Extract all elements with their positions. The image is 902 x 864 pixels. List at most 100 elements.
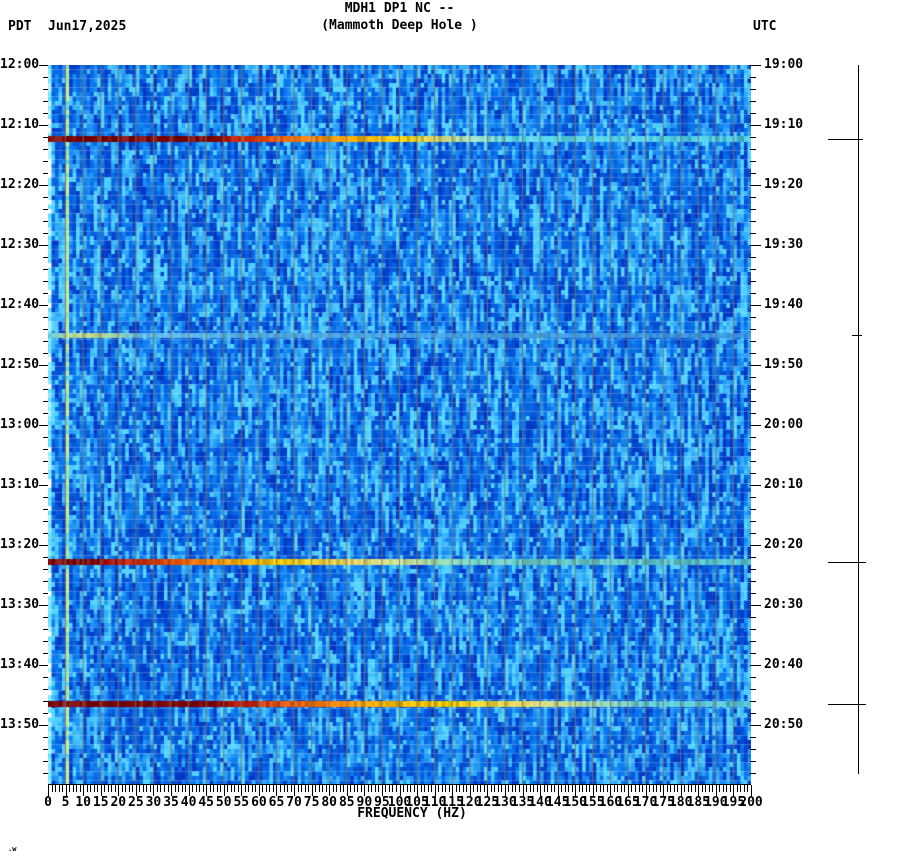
tick xyxy=(43,689,48,690)
tick xyxy=(181,785,183,792)
tick xyxy=(378,785,380,792)
tick xyxy=(750,761,756,762)
tick xyxy=(43,677,48,678)
freq-tick-label: 195 xyxy=(721,795,746,810)
tick xyxy=(199,785,201,792)
tick xyxy=(234,785,236,792)
tick xyxy=(750,581,756,582)
tick xyxy=(455,785,457,792)
tick xyxy=(65,785,67,796)
tick xyxy=(43,437,48,438)
tick xyxy=(582,785,584,792)
tick xyxy=(490,785,492,792)
tick xyxy=(213,785,215,792)
tick xyxy=(227,785,229,792)
tick xyxy=(750,221,756,222)
tick xyxy=(43,737,48,738)
tick xyxy=(750,329,756,330)
tick xyxy=(43,161,48,162)
tick xyxy=(43,461,48,462)
tick xyxy=(750,305,761,306)
tick xyxy=(750,629,756,630)
tick xyxy=(750,437,756,438)
tick xyxy=(237,785,239,792)
tick xyxy=(750,269,756,270)
tick xyxy=(750,557,756,558)
tick xyxy=(43,329,48,330)
freq-tick-label: 175 xyxy=(651,795,675,810)
tick xyxy=(244,785,246,792)
freq-tick-label: 100 xyxy=(387,795,412,810)
freq-tick-label: 0 xyxy=(44,795,52,810)
tick xyxy=(128,785,130,792)
tick xyxy=(399,785,401,796)
time-label-left: 13:50 xyxy=(0,717,40,732)
tick xyxy=(494,785,496,792)
freq-tick-label: 95 xyxy=(374,795,390,810)
tick xyxy=(515,785,517,792)
tick xyxy=(43,617,48,618)
freq-tick-label: 35 xyxy=(163,795,179,810)
tick xyxy=(571,785,573,792)
freq-tick-label: 135 xyxy=(510,795,535,810)
tick xyxy=(750,617,756,618)
tick xyxy=(410,785,412,792)
tick xyxy=(301,785,303,792)
freq-tick-label: 50 xyxy=(215,795,232,810)
tick xyxy=(100,785,102,796)
tick xyxy=(750,509,756,510)
freq-tick-label: 115 xyxy=(440,795,464,810)
tick xyxy=(43,209,48,210)
tick xyxy=(750,65,761,66)
freq-tick-label: 155 xyxy=(581,795,605,810)
tick xyxy=(258,785,260,796)
tick xyxy=(360,785,362,792)
tick xyxy=(540,785,542,796)
tick xyxy=(420,785,422,792)
tick xyxy=(750,689,756,690)
tick xyxy=(339,785,341,792)
tick xyxy=(722,785,724,792)
tick xyxy=(58,785,60,792)
tick xyxy=(726,785,728,792)
tick xyxy=(374,785,376,792)
tick xyxy=(43,761,48,762)
chart-title: MDH1 DP1 NC -- xyxy=(344,1,455,16)
tick xyxy=(39,65,48,66)
freq-tick-label: 160 xyxy=(598,795,623,810)
tick xyxy=(192,785,194,792)
tick xyxy=(43,377,48,378)
tick xyxy=(438,785,440,792)
tick xyxy=(750,365,761,366)
tick xyxy=(750,605,761,606)
tick xyxy=(43,653,48,654)
tick xyxy=(297,785,299,792)
tick xyxy=(750,725,761,726)
tick xyxy=(43,137,48,138)
tick xyxy=(43,533,48,534)
tick xyxy=(294,785,296,796)
tick xyxy=(125,785,127,792)
tick xyxy=(729,785,731,792)
tick xyxy=(715,785,717,796)
tick xyxy=(750,701,756,702)
tick xyxy=(43,497,48,498)
tick xyxy=(750,413,756,414)
tick xyxy=(554,785,556,792)
tick xyxy=(666,785,668,792)
freq-tick-label: 70 xyxy=(286,795,302,810)
tick xyxy=(519,785,520,792)
freq-tick-label: 145 xyxy=(545,795,570,810)
tick xyxy=(43,221,48,222)
freq-tick-label: 30 xyxy=(145,795,162,810)
tick xyxy=(504,785,506,796)
tick xyxy=(43,113,48,114)
tick xyxy=(39,365,48,366)
tick xyxy=(750,233,756,234)
tick xyxy=(536,785,538,792)
tick xyxy=(624,785,626,792)
tick xyxy=(852,335,862,336)
time-label-right: 20:10 xyxy=(764,477,804,492)
tick xyxy=(149,785,151,792)
